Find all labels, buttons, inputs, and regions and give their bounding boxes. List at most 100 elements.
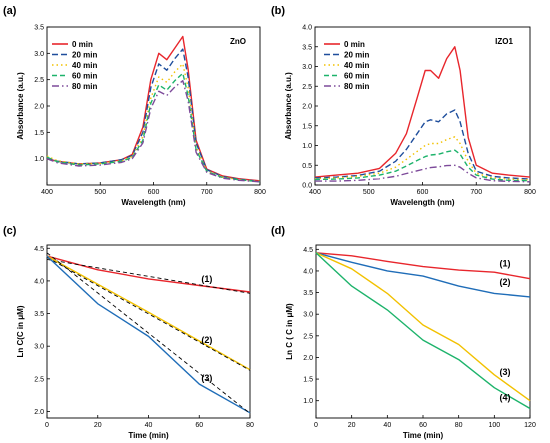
legend-entry: 0 min (72, 40, 93, 49)
y-tick-label: 0.5 (302, 163, 312, 170)
y-tick-label: 3.0 (302, 64, 312, 71)
y-tick-label: 2.5 (34, 77, 44, 84)
legend-entry: 80 min (72, 82, 97, 91)
y-tick-label: 3.5 (34, 311, 44, 318)
y-tick-label: 1.5 (34, 130, 44, 137)
legend-entry: 80 min (344, 82, 369, 91)
series-line-4 (315, 252, 531, 410)
series-line-4 (46, 257, 251, 371)
sample-label: IZO1 (495, 37, 513, 46)
chart-panel-c: (c) 0 20 40 60 80 2.0 2.5 3.0 3.5 4.0 4.5 Time (min)… (3, 225, 254, 440)
x-tick-label: 40 (145, 422, 153, 429)
y-tick-label: 0.0 (302, 183, 312, 190)
y-tick-label: 4.0 (302, 25, 312, 32)
y-tick-label: 3.0 (34, 51, 44, 58)
y-tick-label: 4.5 (34, 246, 44, 253)
x-tick-label: 0 (314, 422, 318, 429)
y-tick-label: 1.5 (302, 123, 312, 130)
x-tick-label: 60 (419, 422, 427, 429)
chart-panel-b: (b) 400 500 600 700 800 0.0 0.5 1.0 1.5 2.0 2.5 3.0 3… (271, 5, 536, 207)
x-tick-label: 80 (455, 422, 463, 429)
x-tick-label: 800 (254, 189, 266, 196)
x-axis-label: Wavelength (nm) (390, 198, 454, 207)
y-axis-label: Absorbance (a.u.) (284, 72, 293, 140)
series-line-3 (46, 255, 251, 371)
series-line-1 (315, 252, 531, 280)
legend-entry: 20 min (344, 51, 369, 60)
curve-annotation: (1) (500, 259, 511, 269)
y-tick-label: 1.0 (302, 143, 312, 150)
x-tick-label: 700 (470, 189, 482, 196)
y-tick-label: 3.5 (302, 44, 312, 51)
x-tick-label: 500 (94, 189, 106, 196)
y-tick-label: 3.5 (303, 290, 313, 297)
x-tick-label: 400 (309, 189, 321, 196)
chart-panel-d: (d) 0 20 40 60 80 100 120 1.0 1.5 2.0 2.5 3.0 3.5 4.0 4… (271, 225, 536, 440)
chart-panel-a: (a) 400 500 600 700 800 1.0 1.5 2.0 2.5 3.0 3.5 Wave… (3, 5, 266, 207)
x-tick-label: 100 (488, 422, 500, 429)
series-line-5 (46, 255, 251, 414)
y-axis-label: Ln C(C in μM) (16, 305, 25, 357)
series-line-80-min (315, 164, 531, 183)
x-tick-label: 700 (201, 189, 213, 196)
x-tick-label: 60 (195, 422, 203, 429)
curve-annotation: (2) (201, 335, 212, 345)
y-tick-label: 2.5 (34, 376, 44, 383)
series-line-0-min (314, 46, 531, 178)
panel-label: (c) (3, 225, 17, 237)
x-tick-label: 800 (524, 189, 536, 196)
plot-frame (315, 244, 531, 419)
y-tick-label: 3.0 (303, 312, 313, 319)
legend-entry: 40 min (72, 61, 97, 70)
curve-annotation: (4) (500, 393, 511, 403)
y-tick-label: 2.0 (34, 104, 44, 111)
series-line-3 (315, 252, 531, 402)
legend-entry: 20 min (72, 51, 97, 60)
curve-annotation: (2) (500, 277, 511, 287)
y-tick-label: 1.0 (34, 156, 44, 163)
series-line-2 (315, 252, 531, 298)
x-tick-label: 80 (246, 422, 254, 429)
x-tick-label: 120 (524, 422, 536, 429)
y-tick-label: 2.0 (303, 355, 313, 362)
legend-entry: 40 min (344, 61, 369, 70)
y-tick-label: 2.5 (302, 84, 312, 91)
y-tick-label: 1.5 (303, 377, 313, 384)
panel-label: (b) (271, 5, 285, 17)
y-tick-label: 3.5 (34, 25, 44, 32)
series-line-2 (46, 258, 251, 294)
series-line-60-min (46, 72, 261, 183)
series-line-1 (46, 255, 251, 293)
x-axis-label: Time (min) (128, 431, 169, 440)
sample-label: ZnO (230, 37, 246, 46)
x-tick-label: 400 (41, 189, 53, 196)
y-tick-label: 2.0 (302, 104, 312, 111)
panel-label: (a) (3, 5, 17, 17)
panel-label: (d) (271, 225, 285, 237)
x-tick-label: 40 (383, 422, 391, 429)
curve-annotation: (1) (201, 274, 212, 284)
curve-annotation: (3) (500, 367, 511, 377)
y-axis-label: Absorbance (a.u.) (16, 72, 25, 140)
series-line-40-min (46, 63, 261, 182)
series-line-20-min (314, 109, 531, 180)
plot-frame (46, 244, 251, 419)
y-tick-label: 4.0 (34, 278, 44, 285)
y-tick-label: 2.5 (303, 333, 313, 340)
y-tick-label: 4.0 (303, 268, 313, 275)
series-line-6 (46, 252, 251, 414)
x-axis-label: Time (min) (403, 431, 444, 440)
y-tick-label: 4.5 (303, 247, 313, 254)
series-line-80-min (46, 79, 261, 183)
y-tick-label: 2.0 (34, 409, 44, 416)
x-tick-label: 20 (94, 422, 102, 429)
x-tick-label: 600 (417, 189, 429, 196)
x-axis-label: Wavelength (nm) (121, 198, 185, 207)
legend-entry: 60 min (344, 72, 369, 81)
series-line-20-min (46, 48, 261, 182)
curve-annotation: (3) (201, 373, 212, 383)
y-tick-label: 1.0 (303, 398, 313, 405)
x-tick-label: 20 (348, 422, 356, 429)
